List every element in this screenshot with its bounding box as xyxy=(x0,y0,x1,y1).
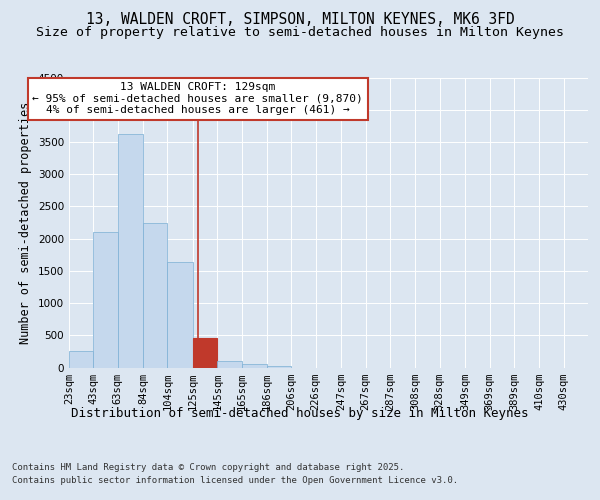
Text: Contains HM Land Registry data © Crown copyright and database right 2025.: Contains HM Land Registry data © Crown c… xyxy=(12,462,404,471)
Bar xyxy=(267,366,292,368)
Text: Size of property relative to semi-detached houses in Milton Keynes: Size of property relative to semi-detach… xyxy=(36,26,564,39)
Y-axis label: Number of semi-detached properties: Number of semi-detached properties xyxy=(19,102,32,344)
Bar xyxy=(69,352,94,368)
Text: Distribution of semi-detached houses by size in Milton Keynes: Distribution of semi-detached houses by … xyxy=(71,408,529,420)
Bar xyxy=(143,222,167,368)
Bar xyxy=(193,338,217,368)
Text: Contains public sector information licensed under the Open Government Licence v3: Contains public sector information licen… xyxy=(12,476,458,485)
Bar xyxy=(242,364,267,368)
Bar xyxy=(94,232,118,368)
Bar xyxy=(167,262,193,368)
Text: 13, WALDEN CROFT, SIMPSON, MILTON KEYNES, MK6 3FD: 13, WALDEN CROFT, SIMPSON, MILTON KEYNES… xyxy=(86,12,514,28)
Bar xyxy=(118,134,143,368)
Text: 13 WALDEN CROFT: 129sqm
← 95% of semi-detached houses are smaller (9,870)
4% of : 13 WALDEN CROFT: 129sqm ← 95% of semi-de… xyxy=(32,82,363,115)
Bar xyxy=(217,360,242,368)
